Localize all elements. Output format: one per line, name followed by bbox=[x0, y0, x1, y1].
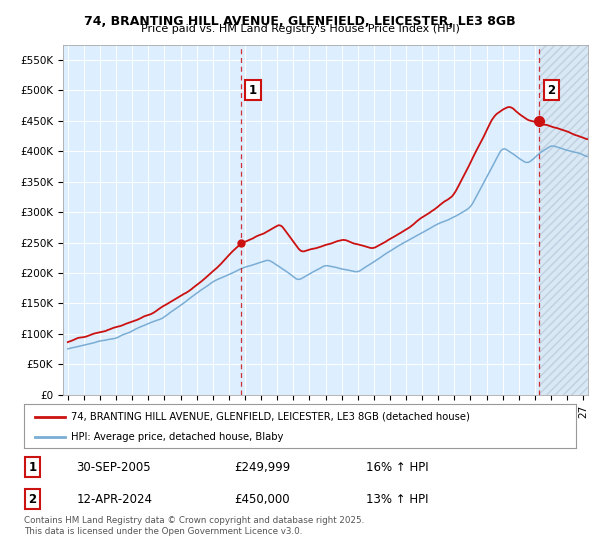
Text: 1: 1 bbox=[249, 84, 257, 97]
Text: 74, BRANTING HILL AVENUE, GLENFIELD, LEICESTER, LE3 8GB: 74, BRANTING HILL AVENUE, GLENFIELD, LEI… bbox=[84, 15, 516, 27]
Text: 13% ↑ HPI: 13% ↑ HPI bbox=[366, 493, 429, 506]
Text: Contains HM Land Registry data © Crown copyright and database right 2025.
This d: Contains HM Land Registry data © Crown c… bbox=[24, 516, 364, 536]
Text: 30-SEP-2005: 30-SEP-2005 bbox=[76, 460, 151, 474]
Text: 1: 1 bbox=[28, 460, 37, 474]
Text: 2: 2 bbox=[547, 84, 556, 97]
Text: £249,999: £249,999 bbox=[234, 460, 290, 474]
Text: 16% ↑ HPI: 16% ↑ HPI bbox=[366, 460, 429, 474]
Text: 2: 2 bbox=[28, 493, 37, 506]
Text: Price paid vs. HM Land Registry's House Price Index (HPI): Price paid vs. HM Land Registry's House … bbox=[140, 24, 460, 34]
Text: 74, BRANTING HILL AVENUE, GLENFIELD, LEICESTER, LE3 8GB (detached house): 74, BRANTING HILL AVENUE, GLENFIELD, LEI… bbox=[71, 412, 470, 422]
Text: £450,000: £450,000 bbox=[234, 493, 289, 506]
Text: 12-APR-2024: 12-APR-2024 bbox=[76, 493, 152, 506]
Bar bbox=[539, 45, 588, 395]
Text: HPI: Average price, detached house, Blaby: HPI: Average price, detached house, Blab… bbox=[71, 432, 283, 442]
